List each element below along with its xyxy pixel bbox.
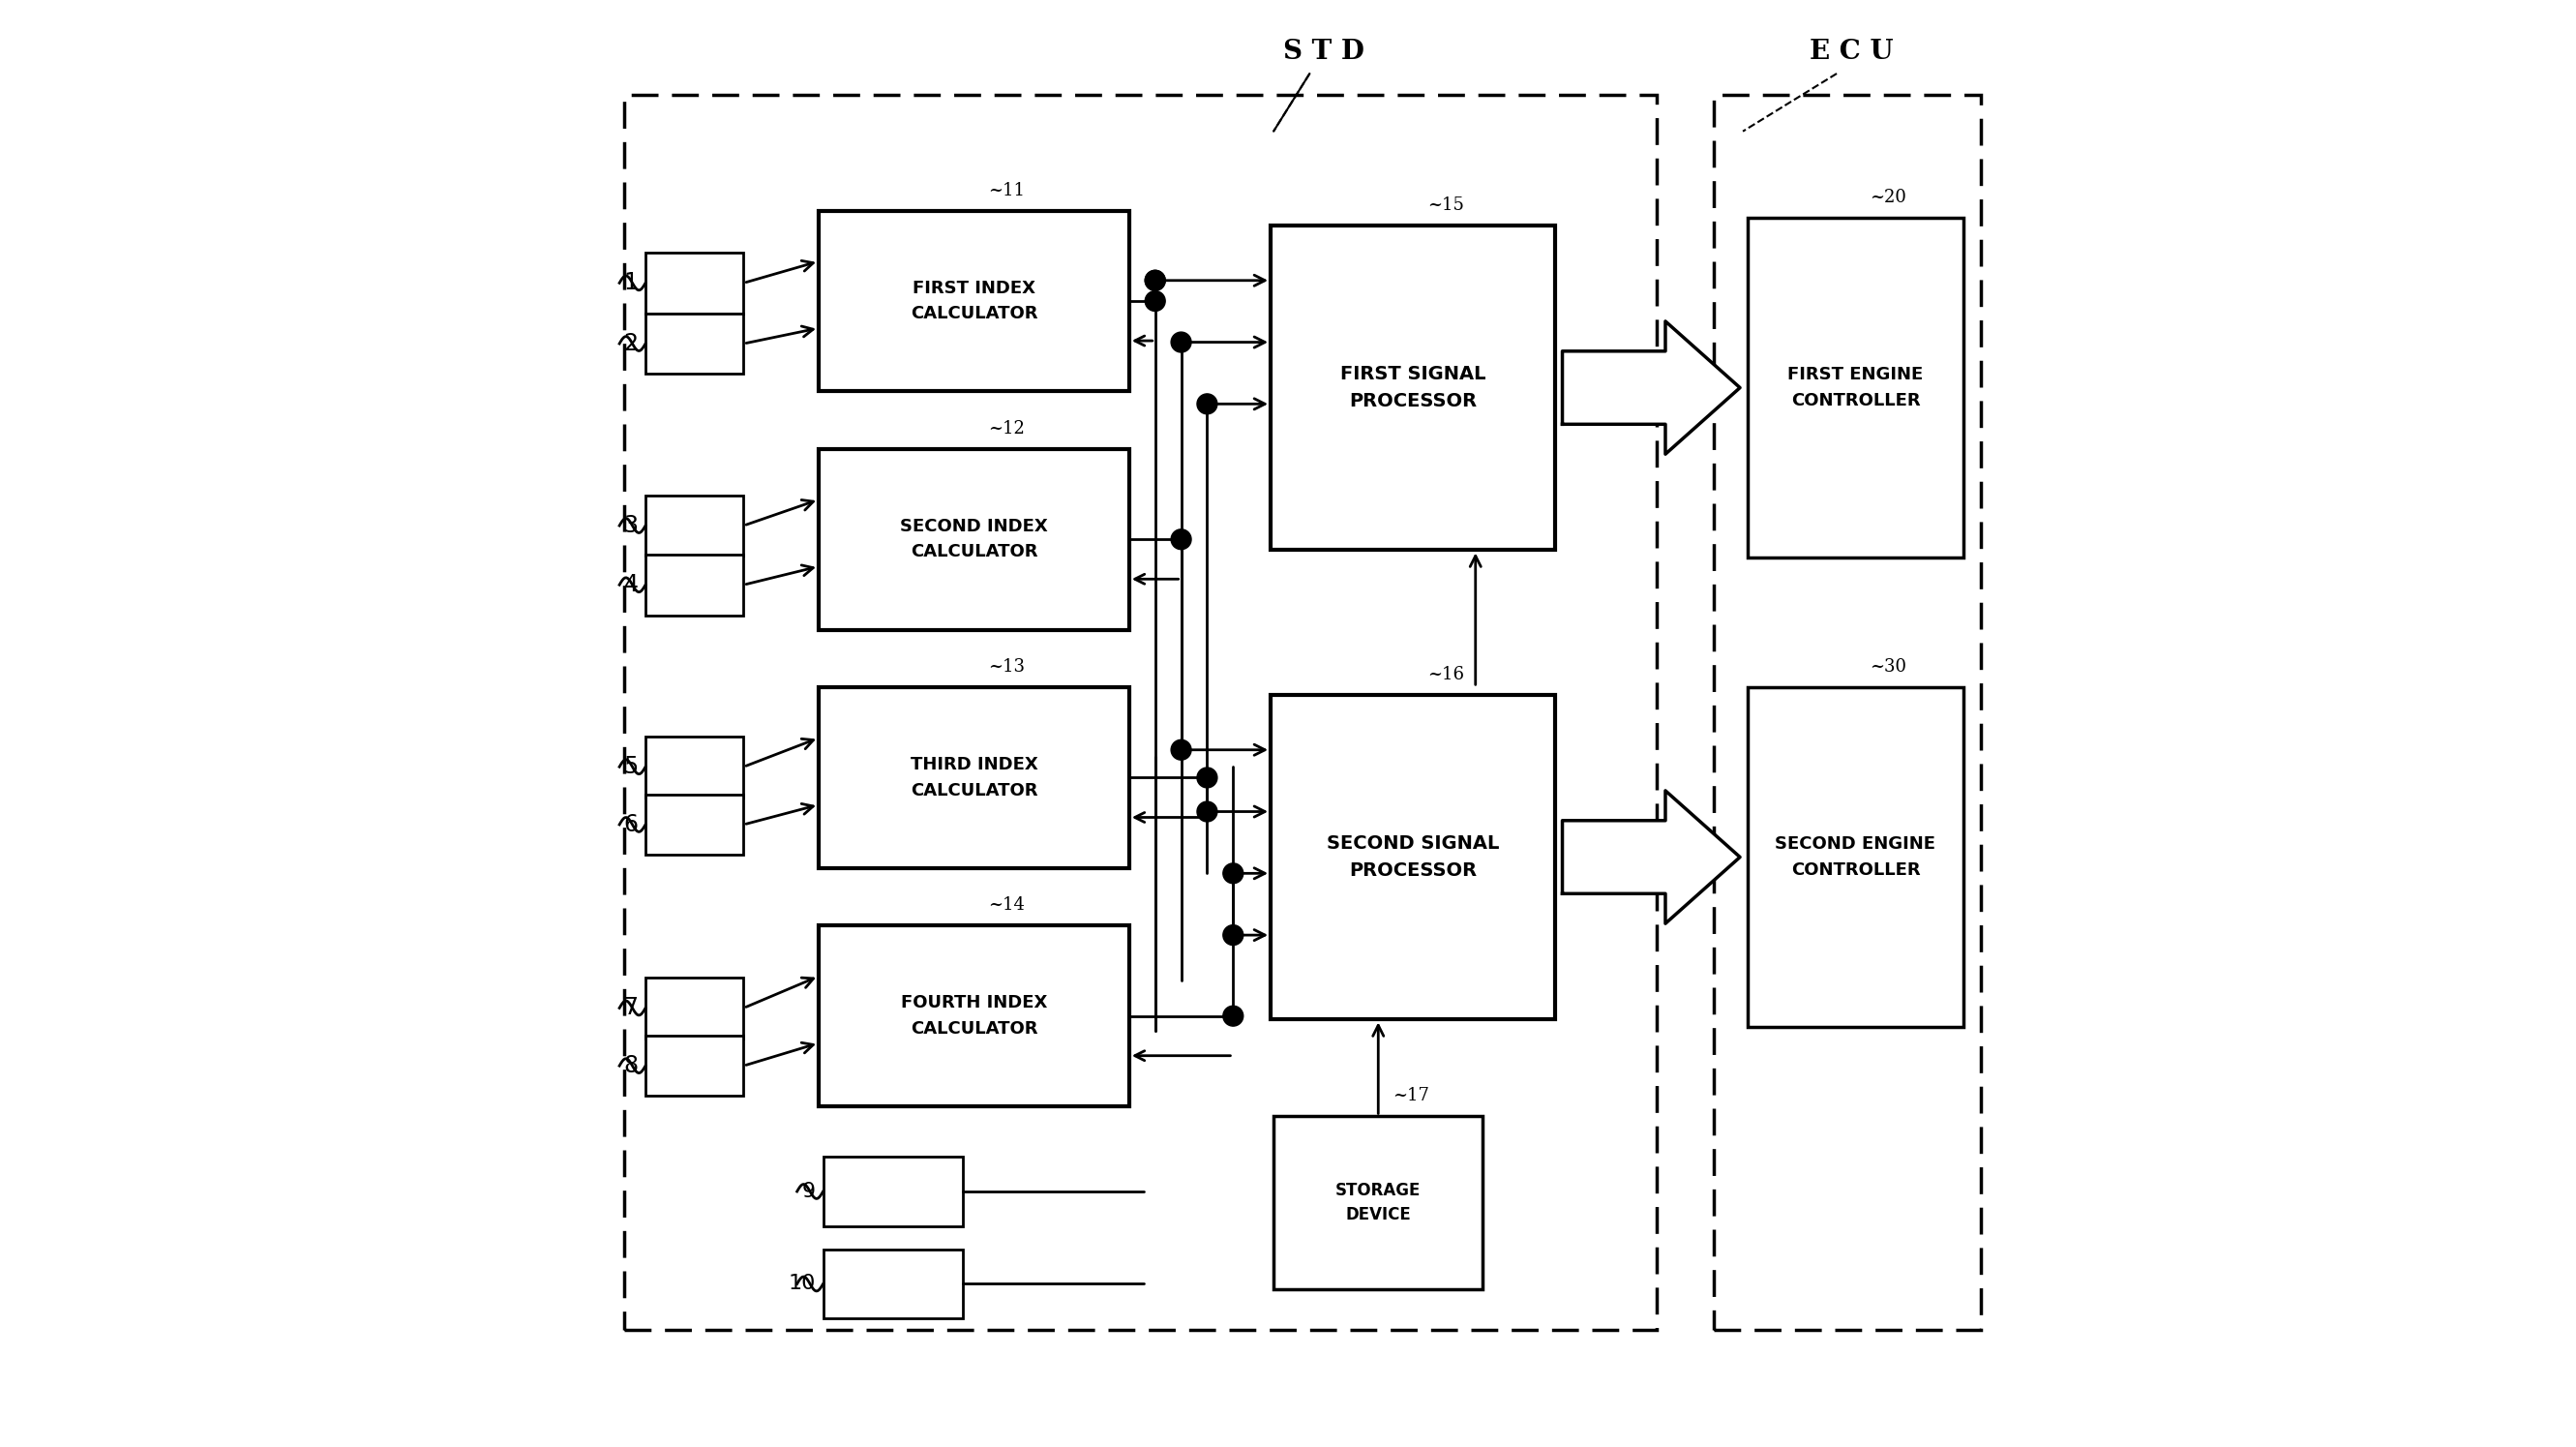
Text: ~11: ~11 xyxy=(989,182,1025,200)
Text: FOURTH INDEX
CALCULATOR: FOURTH INDEX CALCULATOR xyxy=(902,994,1048,1037)
Text: S T D: S T D xyxy=(1283,39,1365,65)
Text: SECOND INDEX
CALCULATOR: SECOND INDEX CALCULATOR xyxy=(899,518,1048,561)
Text: 8: 8 xyxy=(623,1055,639,1078)
Text: E C U: E C U xyxy=(1808,39,1893,65)
Bar xyxy=(1747,687,1963,1027)
Bar xyxy=(647,314,744,373)
Text: ~30: ~30 xyxy=(1870,658,1906,676)
Text: FIRST ENGINE
CONTROLLER: FIRST ENGINE CONTROLLER xyxy=(1788,366,1924,410)
Bar xyxy=(647,794,744,855)
Bar xyxy=(647,253,744,314)
Bar xyxy=(819,211,1128,391)
Bar xyxy=(819,449,1128,629)
Bar xyxy=(1270,226,1556,550)
Text: ~16: ~16 xyxy=(1427,666,1463,683)
Bar xyxy=(647,1036,744,1097)
Bar xyxy=(1713,96,1981,1330)
Text: 10: 10 xyxy=(788,1275,817,1294)
Text: 3: 3 xyxy=(623,514,639,537)
Text: FIRST SIGNAL
PROCESSOR: FIRST SIGNAL PROCESSOR xyxy=(1340,365,1486,411)
Circle shape xyxy=(1198,802,1218,822)
Text: ~17: ~17 xyxy=(1394,1087,1430,1106)
Circle shape xyxy=(1172,739,1190,760)
Bar xyxy=(1270,695,1556,1020)
Bar xyxy=(1273,1116,1484,1289)
Bar xyxy=(1747,218,1963,557)
Circle shape xyxy=(1146,271,1164,291)
Circle shape xyxy=(1198,767,1218,787)
Text: ~12: ~12 xyxy=(989,420,1025,437)
Text: ~13: ~13 xyxy=(989,658,1025,676)
Circle shape xyxy=(1172,530,1190,550)
Bar xyxy=(647,495,744,556)
Text: ~20: ~20 xyxy=(1870,190,1906,207)
Bar xyxy=(819,926,1128,1107)
Bar xyxy=(623,96,1656,1330)
Text: 9: 9 xyxy=(801,1182,817,1201)
Text: ~14: ~14 xyxy=(989,897,1025,915)
Text: SECOND SIGNAL
PROCESSOR: SECOND SIGNAL PROCESSOR xyxy=(1327,835,1499,880)
Bar xyxy=(647,978,744,1039)
Circle shape xyxy=(1224,1006,1244,1026)
Text: 1: 1 xyxy=(623,272,639,295)
Text: FIRST INDEX
CALCULATOR: FIRST INDEX CALCULATOR xyxy=(909,279,1038,323)
Circle shape xyxy=(1146,291,1164,311)
Text: STORAGE
DEVICE: STORAGE DEVICE xyxy=(1334,1182,1422,1224)
Circle shape xyxy=(1172,333,1190,352)
Text: 6: 6 xyxy=(623,813,639,836)
Bar xyxy=(647,737,744,797)
Bar xyxy=(647,554,744,615)
Polygon shape xyxy=(1564,790,1739,923)
Bar xyxy=(819,687,1128,868)
Text: ~15: ~15 xyxy=(1427,197,1463,214)
Text: THIRD INDEX
CALCULATOR: THIRD INDEX CALCULATOR xyxy=(909,757,1038,799)
Circle shape xyxy=(1224,925,1244,945)
Circle shape xyxy=(1224,864,1244,884)
Circle shape xyxy=(1146,271,1164,291)
Text: 4: 4 xyxy=(623,573,639,596)
Polygon shape xyxy=(1564,321,1739,454)
Bar xyxy=(822,1156,963,1226)
Text: 7: 7 xyxy=(623,997,639,1020)
Bar xyxy=(822,1249,963,1318)
Text: 2: 2 xyxy=(623,331,639,356)
Text: SECOND ENGINE
CONTROLLER: SECOND ENGINE CONTROLLER xyxy=(1775,835,1935,878)
Circle shape xyxy=(1198,394,1218,414)
Text: 5: 5 xyxy=(623,755,639,778)
